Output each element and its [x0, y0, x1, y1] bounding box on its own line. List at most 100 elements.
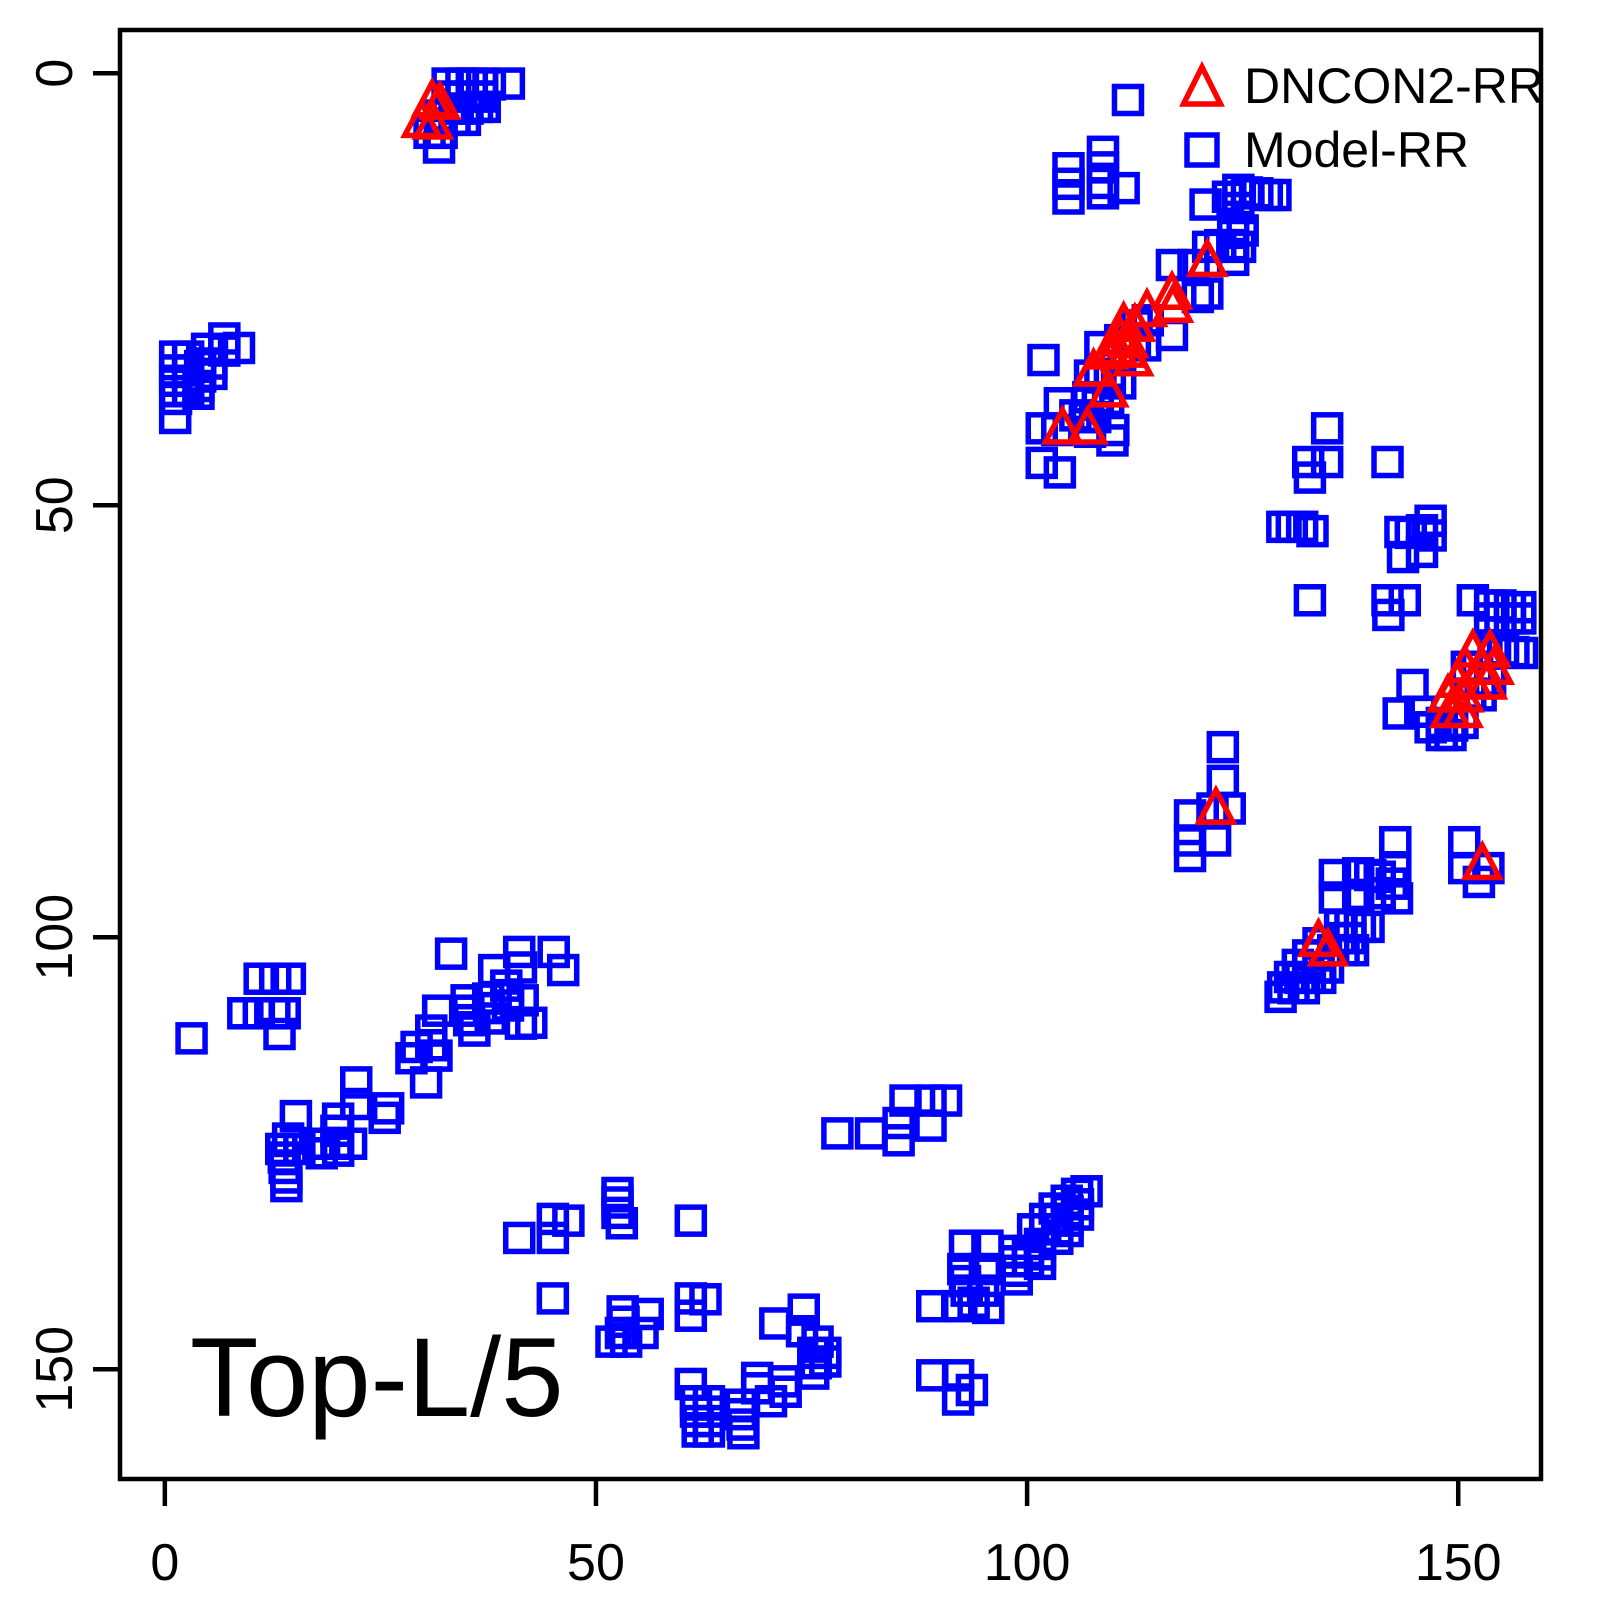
dncon2-rr-point	[1460, 839, 1504, 881]
model-rr-point	[1198, 824, 1232, 857]
model-rr-point	[1310, 412, 1344, 445]
model-rr-point	[1191, 277, 1224, 310]
dncon2-rr-point	[1441, 672, 1485, 713]
dncon2-rr-point	[1440, 687, 1485, 729]
model-rr-point	[1025, 446, 1059, 480]
model-rr-point	[1371, 445, 1404, 479]
model-rr-point-mirrored	[537, 935, 570, 969]
dncon2-rr-point	[1151, 282, 1195, 323]
legend-label-dncon2: DNCON2-RR	[1244, 58, 1544, 114]
model-rr-point-mirrored	[420, 1039, 453, 1072]
x-tick-label-0: 0	[150, 1534, 179, 1592]
model-rr-point	[1222, 191, 1255, 225]
legend-label-model: Model-RR	[1244, 122, 1470, 178]
model-rr-point-mirrored	[504, 951, 538, 984]
dncon2-rr-point	[1306, 926, 1350, 967]
model-rr-point	[1505, 636, 1539, 670]
model-rr-point-mirrored	[502, 1221, 536, 1255]
model-rr-point	[1372, 598, 1405, 632]
dncon2-rr-point	[1465, 659, 1509, 700]
model-rr-point-mirrored	[536, 1282, 570, 1315]
model-rr-point-mirrored	[605, 1206, 639, 1240]
triangle-marker-icon	[1179, 60, 1225, 107]
model-rr-point-mirrored	[263, 1017, 296, 1051]
dncon2-rr-point	[1185, 236, 1229, 278]
model-rr-point-mirrored	[821, 1117, 854, 1150]
model-rr-point	[1396, 668, 1429, 702]
model-rr-point-mirrored	[631, 1297, 664, 1331]
model-rr-point-mirrored	[854, 1117, 888, 1150]
model-rr-point	[1296, 514, 1329, 548]
model-rr-point	[1363, 876, 1397, 910]
model-rr-point-mirrored	[754, 1384, 788, 1418]
legend-row-dncon2: DNCON2-RR	[1176, 58, 1544, 114]
model-rr-point	[1111, 83, 1145, 117]
model-rr-point	[1216, 243, 1250, 277]
model-rr-point	[1504, 602, 1537, 635]
model-rr-point-mirrored	[604, 1316, 638, 1350]
model-rr-point-mirrored	[279, 1099, 313, 1133]
model-rr-point-mirrored	[968, 1252, 1002, 1286]
model-rr-point-mirrored	[915, 1359, 949, 1392]
model-rr-point-mirrored	[955, 1373, 989, 1407]
x-tick-label-150: 150	[1415, 1534, 1502, 1592]
y-tick-label-50: 50	[26, 476, 84, 534]
model-rr-point-mirrored	[601, 1176, 634, 1210]
y-tick-label-0: 0	[26, 59, 84, 88]
model-rr-point-mirrored	[966, 1274, 1000, 1307]
model-rr-point-mirrored	[270, 1169, 303, 1203]
model-rr-point-mirrored	[273, 962, 307, 995]
model-rr-point-mirrored	[1023, 1247, 1057, 1281]
model-rr-point	[1386, 540, 1420, 574]
square-marker-icon	[1184, 132, 1220, 168]
legend-row-model: Model-RR	[1176, 122, 1544, 178]
dncon2-rr-point	[1086, 367, 1130, 408]
model-rr-point	[1462, 865, 1496, 899]
model-rr-point-mirrored	[340, 1066, 373, 1099]
model-rr-point-mirrored	[1061, 1198, 1095, 1231]
model-rr-point-mirrored	[689, 1283, 722, 1316]
dncon2-rr-point	[1086, 329, 1130, 370]
model-rr-point	[1259, 178, 1292, 212]
model-rr-point	[1107, 171, 1140, 205]
model-rr-point-mirrored	[506, 984, 539, 1017]
model-rr-point-mirrored	[371, 1092, 405, 1125]
model-rr-point-mirrored	[809, 1345, 842, 1378]
model-rr-point-mirrored	[421, 994, 455, 1027]
model-rr-point-mirrored	[552, 1204, 585, 1237]
model-rr-point	[1405, 535, 1439, 569]
model-rr-point-mirrored	[674, 1204, 708, 1237]
y-tick-label-100: 100	[26, 894, 84, 981]
model-rr-point	[1264, 980, 1297, 1014]
model-rr-point-mirrored	[787, 1293, 821, 1326]
model-rr-point-mirrored	[601, 1196, 634, 1230]
x-tick-label-50: 50	[567, 1534, 625, 1592]
model-rr-point	[1380, 882, 1414, 915]
model-rr-point-mirrored	[546, 953, 580, 987]
model-rr-point-mirrored	[268, 997, 301, 1030]
dncon2-rr-point	[1150, 269, 1194, 311]
model-rr-point-mirrored	[515, 1006, 548, 1040]
model-rr-point-mirrored	[626, 1316, 659, 1350]
model-rr-point	[1405, 514, 1439, 547]
model-rr-point-mirrored	[283, 1132, 316, 1166]
model-rr-point-mirrored	[950, 1274, 983, 1307]
model-rr-point	[1287, 971, 1321, 1005]
model-rr-point	[1043, 456, 1077, 489]
dncon2-rr-point	[411, 99, 455, 140]
model-rr-point	[1318, 858, 1352, 892]
model-rr-point-mirrored	[434, 937, 468, 970]
model-rr-point-mirrored	[415, 1029, 448, 1062]
model-rr-point-mirrored	[334, 1127, 368, 1161]
model-rr-point	[1285, 510, 1319, 544]
model-rr-point	[1293, 584, 1327, 617]
model-rr-point	[1052, 182, 1085, 215]
model-rr-point-mirrored	[972, 1291, 1005, 1325]
model-rr-point-mirrored	[727, 1416, 760, 1450]
model-rr-point	[1293, 461, 1327, 494]
model-rr-point	[1086, 177, 1120, 210]
model-rr-point-mirrored	[948, 1229, 982, 1262]
dncon2-rr-point	[1040, 404, 1085, 445]
